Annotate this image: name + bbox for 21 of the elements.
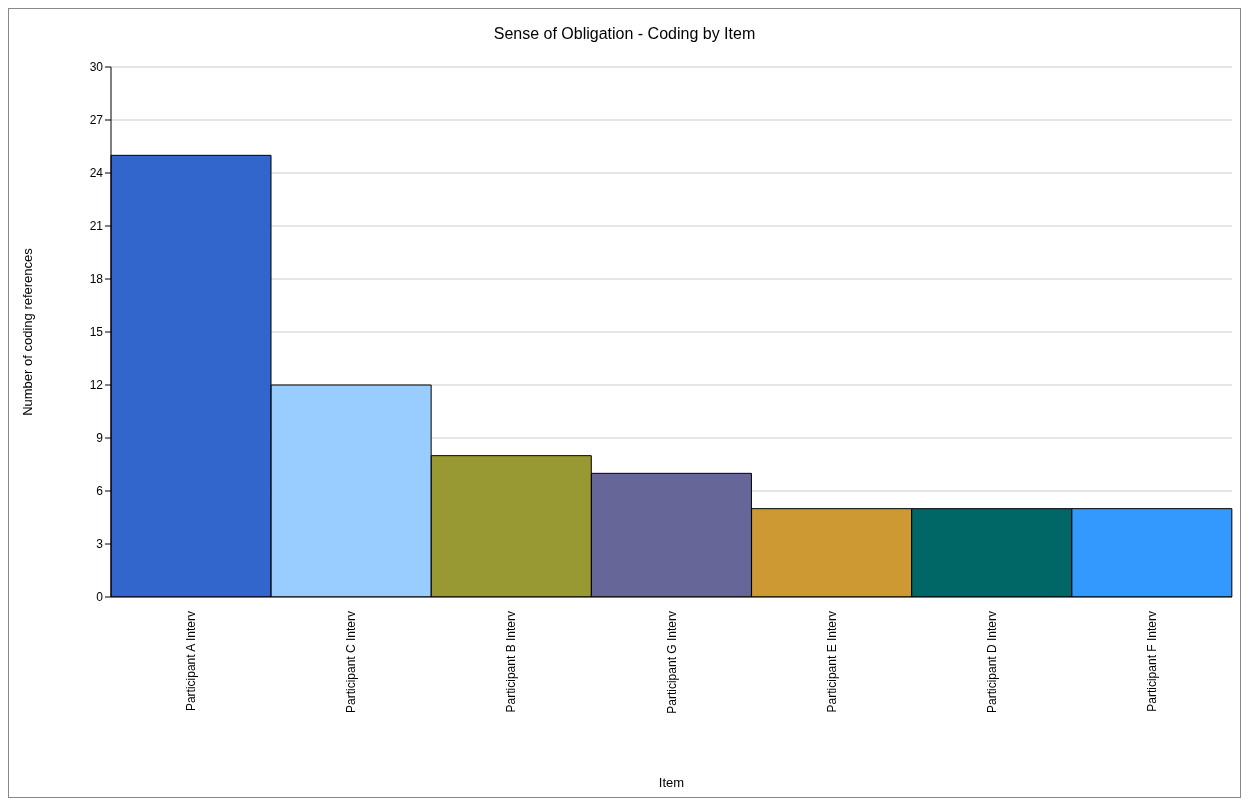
y-tick-label: 24 xyxy=(89,166,104,181)
x-tick-label: Participant A Interv xyxy=(184,611,199,712)
x-tick-label: Participant E Interv xyxy=(824,611,839,713)
y-axis-title: Number of coding references xyxy=(19,247,35,416)
y-tick-label: 30 xyxy=(89,60,104,75)
y-tick-label: 0 xyxy=(96,590,104,605)
y-tick-label: 6 xyxy=(96,484,104,499)
x-tick-label: Participant G Interv xyxy=(664,611,679,714)
x-tick-label: Participant F Interv xyxy=(1144,611,1159,712)
chart-title: Sense of Obligation - Coding by Item xyxy=(492,25,757,43)
x-tick-label: Participant D Interv xyxy=(984,611,999,714)
y-tick-label: 3 xyxy=(96,537,104,552)
y-tick-label: 9 xyxy=(96,431,104,446)
x-tick-label: Participant C Interv xyxy=(344,611,359,714)
y-tick-label: 12 xyxy=(89,378,104,393)
y-tick-label: 18 xyxy=(89,272,104,287)
y-tick-label: 27 xyxy=(89,113,104,128)
y-tick-label: 21 xyxy=(89,219,104,234)
y-tick-label: 15 xyxy=(89,325,104,340)
x-axis-title: Item xyxy=(658,775,685,790)
x-tick-label: Participant B Interv xyxy=(504,611,519,713)
